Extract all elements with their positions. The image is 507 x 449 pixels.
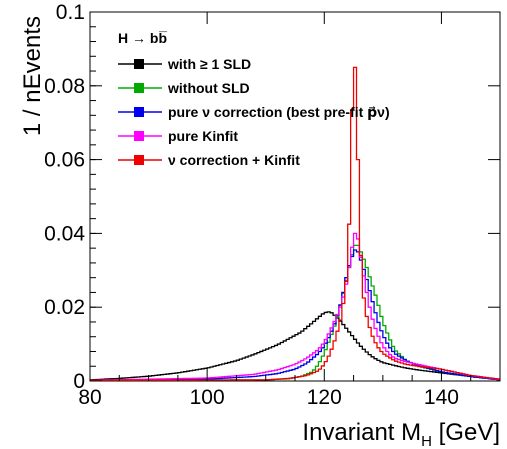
x-axis-title-subscript: H bbox=[421, 433, 432, 449]
legend-item: pure ν correction (best pre-fit p⃗ν) bbox=[118, 104, 390, 120]
y-tick-label: 0.02 bbox=[44, 296, 85, 319]
plot-area bbox=[89, 11, 501, 382]
legend-item: with ≥ 1 SLD bbox=[118, 56, 251, 72]
legend-item: pure Kinfit bbox=[118, 128, 238, 144]
y-tick-label: 0 bbox=[73, 370, 85, 393]
series-line-2 bbox=[90, 249, 500, 381]
legend-item: ν correction + Kinfit bbox=[118, 152, 300, 168]
y-tick-label: 0.08 bbox=[44, 75, 85, 98]
tick-layer: 80 100 120 140 0 0.02 0.04 0.06 0.08 0.1 bbox=[44, 1, 501, 409]
x-tick-label: 100 bbox=[190, 386, 225, 409]
y-tick-label: 0.1 bbox=[56, 1, 85, 24]
plot-frame bbox=[89, 11, 501, 382]
x-tick-label: 120 bbox=[307, 386, 342, 409]
x-axis-title: Invariant MH [GeV] bbox=[302, 419, 500, 449]
legend-swatch-marker bbox=[134, 131, 144, 141]
legend-swatch-marker bbox=[134, 59, 144, 69]
legend-title: H → bb̅ bbox=[118, 30, 167, 46]
series-line-0 bbox=[90, 311, 500, 381]
series-line-1 bbox=[90, 244, 500, 381]
x-tick-label: 80 bbox=[78, 386, 101, 409]
legend-swatch-marker bbox=[134, 155, 144, 165]
legend-label: ν correction + Kinfit bbox=[168, 152, 300, 168]
legend-swatch-marker bbox=[134, 83, 144, 93]
legend-label: pure Kinfit bbox=[168, 128, 238, 144]
x-tick-label: 140 bbox=[424, 386, 459, 409]
legend-label: pure ν correction (best pre-fit p⃗ν) bbox=[168, 104, 390, 120]
series-line-3 bbox=[90, 232, 500, 381]
y-tick-label: 0.04 bbox=[44, 222, 85, 245]
x-axis-title-unit: [GeV] bbox=[432, 419, 500, 446]
legend: H → bb̅with ≥ 1 SLD without SLD pure ν cor… bbox=[118, 30, 390, 168]
series-layer bbox=[90, 66, 500, 381]
x-axis-title-main: Invariant M bbox=[302, 419, 421, 446]
legend-label: with ≥ 1 SLD bbox=[167, 56, 251, 72]
legend-label: without SLD bbox=[167, 80, 250, 96]
y-tick-label: 0.06 bbox=[44, 149, 85, 172]
legend-swatch-marker bbox=[134, 107, 144, 117]
legend-item: without SLD bbox=[118, 80, 250, 96]
y-axis-title: 1 / nEvents bbox=[19, 16, 46, 136]
series-line-4 bbox=[90, 66, 500, 381]
